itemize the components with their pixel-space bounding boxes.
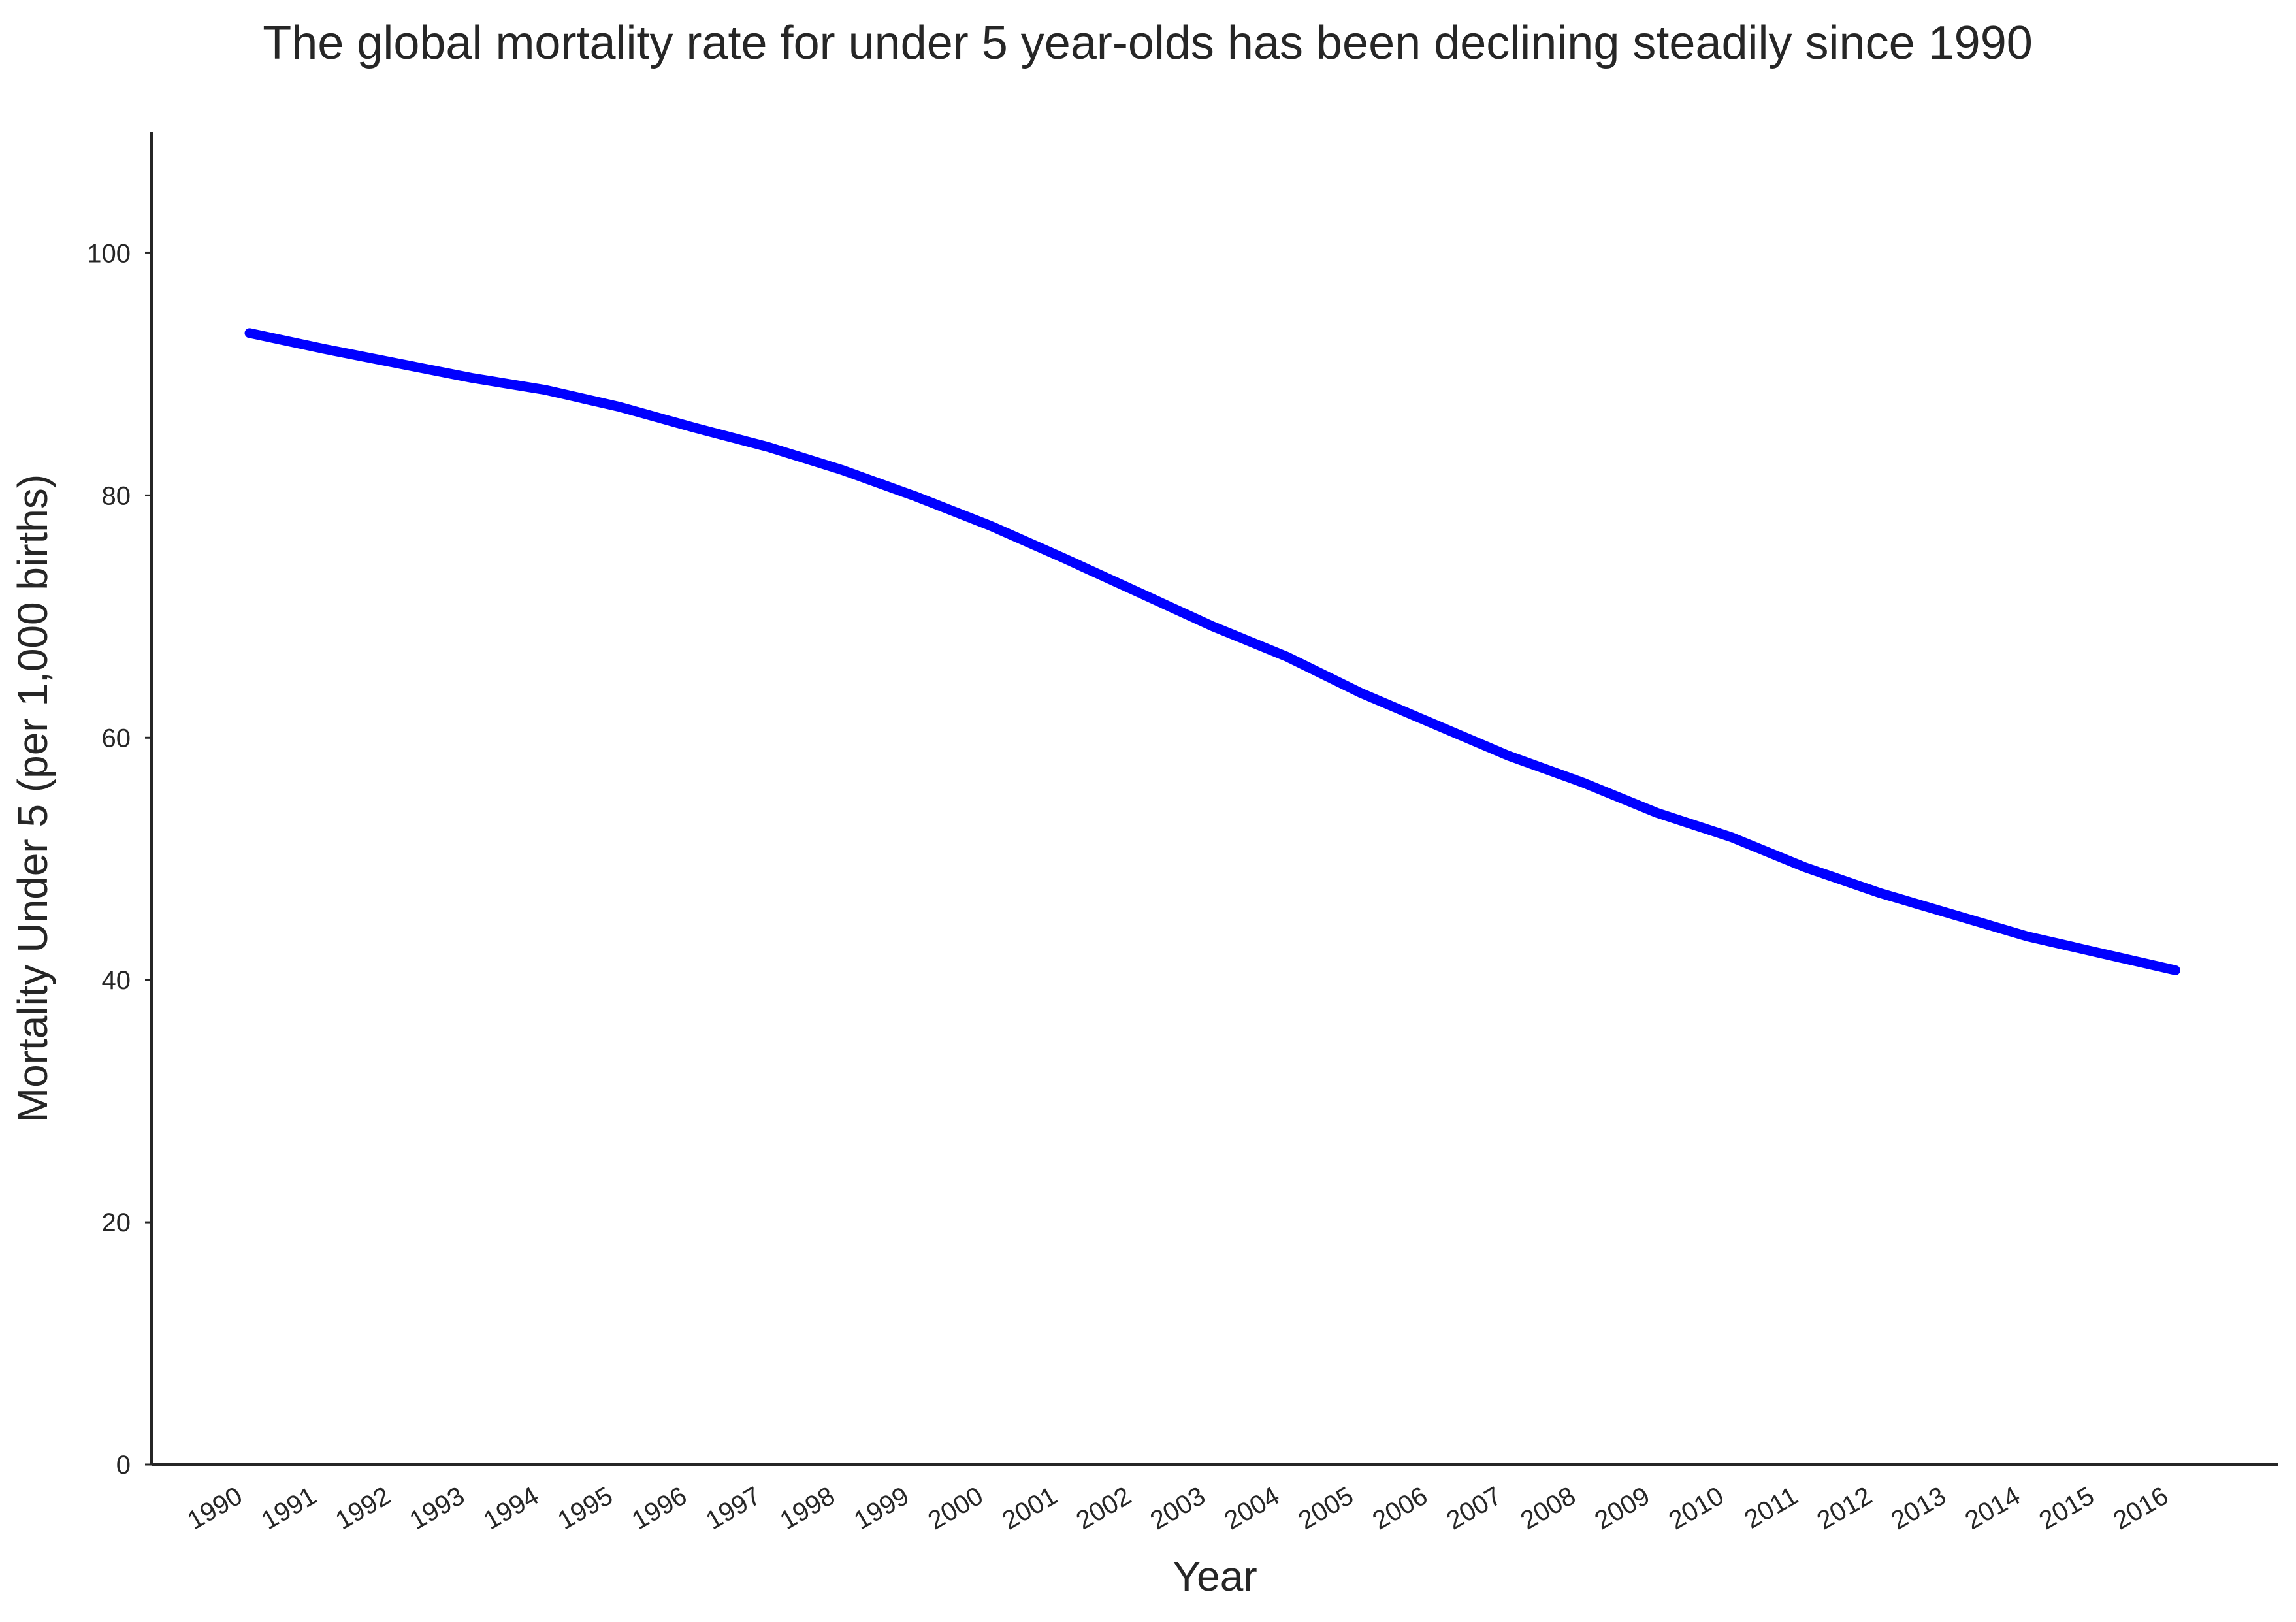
x-tick-label: 1998 [775, 1482, 840, 1536]
x-tick-label: 2001 [997, 1482, 1062, 1536]
chart-title: The global mortality rate for under 5 ye… [263, 17, 2033, 69]
x-tick-label: 2009 [1590, 1482, 1655, 1536]
x-tick-label: 2007 [1442, 1482, 1506, 1536]
x-tick-label: 1997 [701, 1482, 766, 1536]
x-tick-label: 1993 [405, 1482, 470, 1536]
x-tick-label: 2008 [1516, 1482, 1581, 1536]
x-tick-label: 1996 [627, 1482, 692, 1536]
x-tick-label: 2006 [1368, 1482, 1432, 1536]
y-tick-group: 0 20 40 60 80 100 [87, 239, 152, 1480]
series-layer [244, 328, 2180, 975]
x-tick-label: 2011 [1739, 1482, 1802, 1534]
x-tick-label: 2016 [2109, 1482, 2173, 1536]
x-tick-label: 2002 [1071, 1482, 1136, 1536]
x-tick-label: 1990 [182, 1482, 247, 1536]
x-tick-label: 1992 [331, 1482, 395, 1536]
x-tick-group: 1990 1991 1992 1993 1994 1995 1996 1997 1998 1999… [182, 1482, 2173, 1536]
x-axis-title: Year [1172, 1553, 1257, 1600]
y-tick-label: 40 [102, 966, 131, 995]
y-tick-label: 60 [102, 724, 131, 753]
y-tick-label: 80 [102, 481, 131, 510]
y-tick-label: 0 [116, 1451, 131, 1480]
x-tick-label: 1995 [553, 1482, 617, 1536]
mortality-series-line [244, 328, 2180, 975]
x-tick-label: 2010 [1664, 1482, 1728, 1536]
x-tick-label: 1991 [257, 1482, 321, 1536]
x-tick-label: 2012 [1812, 1482, 1877, 1536]
x-tick-label: 2004 [1220, 1482, 1284, 1536]
x-tick-label: 2013 [1886, 1482, 1951, 1536]
y-tick-label: 20 [102, 1208, 131, 1237]
x-tick-label: 2000 [923, 1482, 988, 1536]
x-tick-label: 2015 [2034, 1482, 2099, 1536]
y-axis-title: Mortality Under 5 (per 1,000 births) [9, 474, 56, 1122]
x-tick-label: 2014 [1960, 1482, 2025, 1536]
x-tick-label: 2005 [1293, 1482, 1358, 1536]
x-tick-label: 1994 [479, 1482, 543, 1536]
x-tick-label: 2003 [1146, 1482, 1210, 1536]
y-tick-label: 100 [87, 239, 131, 268]
x-tick-label: 1999 [849, 1482, 914, 1536]
